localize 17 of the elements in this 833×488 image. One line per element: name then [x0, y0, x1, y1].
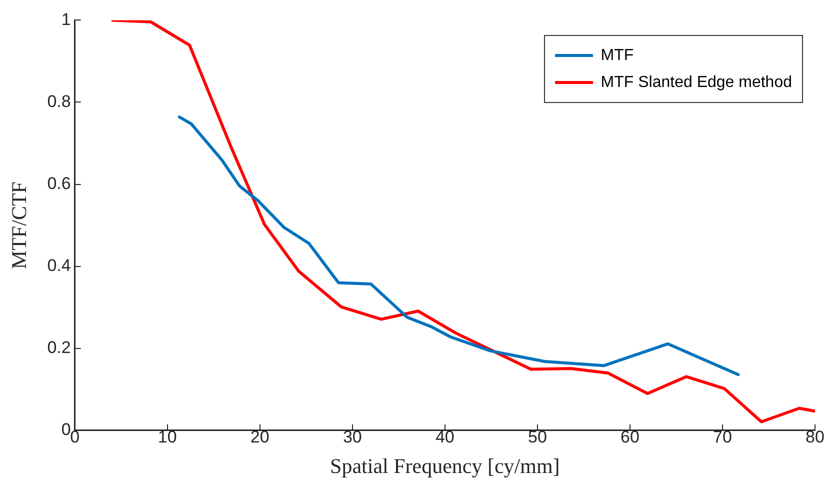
y-axis-title: MTF/CTF	[7, 182, 32, 270]
y-tick-label: 0.2	[47, 338, 71, 358]
x-tick-label: 30	[342, 427, 362, 446]
x-tick-label: 70	[713, 427, 732, 446]
x-tick-label: 40	[435, 427, 454, 446]
x-tick-label: 20	[250, 427, 270, 446]
x-tick-label: 60	[620, 427, 640, 446]
y-tick-label: 0.4	[47, 256, 71, 276]
y-tick-label: 0.6	[47, 174, 71, 193]
legend-label: MTF	[600, 46, 634, 64]
x-tick-label: 50	[528, 427, 547, 446]
x-tick-label: 10	[158, 427, 177, 446]
y-tick-label: 1	[61, 10, 71, 29]
x-axis-title: Spatial Frequency [cy/mm]	[330, 454, 560, 478]
legend-label: MTF Slanted Edge method	[600, 74, 792, 92]
x-tick-label: 80	[806, 427, 824, 446]
y-tick-label: 0.8	[47, 92, 71, 111]
